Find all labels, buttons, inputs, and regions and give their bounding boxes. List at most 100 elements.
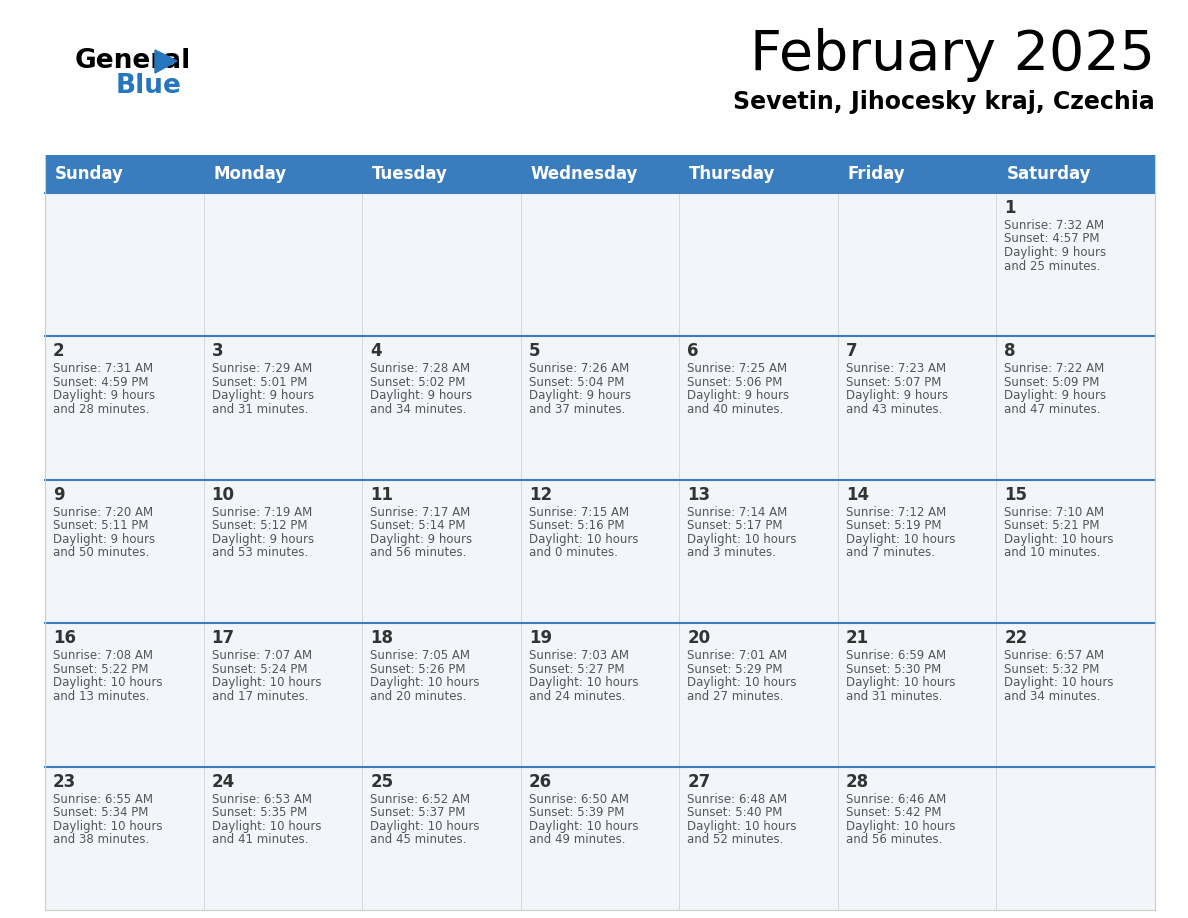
Text: and 37 minutes.: and 37 minutes. bbox=[529, 403, 625, 416]
Text: Sunrise: 7:26 AM: Sunrise: 7:26 AM bbox=[529, 363, 628, 375]
Text: 7: 7 bbox=[846, 342, 858, 361]
Text: Sunrise: 7:22 AM: Sunrise: 7:22 AM bbox=[1004, 363, 1105, 375]
Text: and 25 minutes.: and 25 minutes. bbox=[1004, 260, 1101, 273]
Bar bbox=[838, 767, 997, 910]
Text: Sunset: 5:42 PM: Sunset: 5:42 PM bbox=[846, 806, 941, 819]
Text: Daylight: 9 hours: Daylight: 9 hours bbox=[1004, 246, 1106, 259]
Polygon shape bbox=[154, 50, 177, 73]
Text: Sunset: 5:22 PM: Sunset: 5:22 PM bbox=[53, 663, 148, 676]
Text: and 13 minutes.: and 13 minutes. bbox=[53, 689, 150, 702]
Text: 2: 2 bbox=[53, 342, 64, 361]
Text: Sunrise: 7:20 AM: Sunrise: 7:20 AM bbox=[53, 506, 153, 519]
Text: Sunset: 5:29 PM: Sunset: 5:29 PM bbox=[688, 663, 783, 676]
Text: and 41 minutes.: and 41 minutes. bbox=[211, 834, 308, 846]
Text: and 3 minutes.: and 3 minutes. bbox=[688, 546, 776, 559]
Text: 16: 16 bbox=[53, 629, 76, 647]
Text: 4: 4 bbox=[371, 342, 381, 361]
Text: Daylight: 10 hours: Daylight: 10 hours bbox=[53, 677, 163, 689]
Text: Sunset: 5:09 PM: Sunset: 5:09 PM bbox=[1004, 375, 1100, 389]
Text: 12: 12 bbox=[529, 486, 552, 504]
Text: and 27 minutes.: and 27 minutes. bbox=[688, 689, 784, 702]
Bar bbox=[520, 767, 680, 910]
Text: Sunrise: 7:12 AM: Sunrise: 7:12 AM bbox=[846, 506, 946, 519]
Bar bbox=[203, 623, 362, 767]
Text: Sunset: 4:59 PM: Sunset: 4:59 PM bbox=[53, 375, 148, 389]
Text: Daylight: 10 hours: Daylight: 10 hours bbox=[846, 532, 955, 546]
Text: Daylight: 9 hours: Daylight: 9 hours bbox=[688, 389, 789, 402]
Text: Sunset: 5:40 PM: Sunset: 5:40 PM bbox=[688, 806, 783, 819]
Bar bbox=[203, 336, 362, 480]
Bar bbox=[680, 336, 838, 480]
Bar bbox=[520, 193, 680, 336]
Text: Sunrise: 7:28 AM: Sunrise: 7:28 AM bbox=[371, 363, 470, 375]
Bar bbox=[362, 767, 520, 910]
Text: Saturday: Saturday bbox=[1006, 165, 1091, 183]
Text: 19: 19 bbox=[529, 629, 552, 647]
Bar bbox=[838, 480, 997, 623]
Bar bbox=[45, 193, 203, 336]
Text: Sunrise: 6:46 AM: Sunrise: 6:46 AM bbox=[846, 792, 946, 806]
Bar bbox=[838, 623, 997, 767]
Text: Sunrise: 6:48 AM: Sunrise: 6:48 AM bbox=[688, 792, 788, 806]
Text: 11: 11 bbox=[371, 486, 393, 504]
Bar bbox=[45, 623, 203, 767]
Text: Daylight: 10 hours: Daylight: 10 hours bbox=[529, 820, 638, 833]
Text: and 49 minutes.: and 49 minutes. bbox=[529, 834, 625, 846]
Text: Sunset: 5:16 PM: Sunset: 5:16 PM bbox=[529, 520, 624, 532]
Bar bbox=[997, 336, 1155, 480]
Text: Tuesday: Tuesday bbox=[372, 165, 448, 183]
Text: Daylight: 10 hours: Daylight: 10 hours bbox=[211, 677, 321, 689]
Text: 14: 14 bbox=[846, 486, 868, 504]
Text: Sunrise: 7:25 AM: Sunrise: 7:25 AM bbox=[688, 363, 788, 375]
Text: Daylight: 9 hours: Daylight: 9 hours bbox=[53, 389, 156, 402]
Text: Daylight: 10 hours: Daylight: 10 hours bbox=[1004, 532, 1114, 546]
Text: and 31 minutes.: and 31 minutes. bbox=[846, 689, 942, 702]
Bar bbox=[45, 155, 1155, 193]
Bar bbox=[680, 767, 838, 910]
Text: General: General bbox=[75, 48, 191, 74]
Text: Sunrise: 6:52 AM: Sunrise: 6:52 AM bbox=[371, 792, 470, 806]
Text: Sunset: 5:24 PM: Sunset: 5:24 PM bbox=[211, 663, 307, 676]
Text: Daylight: 10 hours: Daylight: 10 hours bbox=[211, 820, 321, 833]
Text: 18: 18 bbox=[371, 629, 393, 647]
Text: Sunrise: 7:31 AM: Sunrise: 7:31 AM bbox=[53, 363, 153, 375]
Text: Sunset: 5:34 PM: Sunset: 5:34 PM bbox=[53, 806, 148, 819]
Text: Sunset: 5:35 PM: Sunset: 5:35 PM bbox=[211, 806, 307, 819]
Bar bbox=[997, 480, 1155, 623]
Text: Sunset: 5:01 PM: Sunset: 5:01 PM bbox=[211, 375, 307, 389]
Text: 13: 13 bbox=[688, 486, 710, 504]
Bar bbox=[45, 767, 203, 910]
Text: and 10 minutes.: and 10 minutes. bbox=[1004, 546, 1101, 559]
Bar bbox=[680, 193, 838, 336]
Text: 5: 5 bbox=[529, 342, 541, 361]
Text: 9: 9 bbox=[53, 486, 64, 504]
Text: 17: 17 bbox=[211, 629, 235, 647]
Text: and 43 minutes.: and 43 minutes. bbox=[846, 403, 942, 416]
Text: Sunrise: 7:07 AM: Sunrise: 7:07 AM bbox=[211, 649, 311, 662]
Text: 15: 15 bbox=[1004, 486, 1028, 504]
Text: 23: 23 bbox=[53, 773, 76, 790]
Text: Daylight: 9 hours: Daylight: 9 hours bbox=[846, 389, 948, 402]
Text: Daylight: 10 hours: Daylight: 10 hours bbox=[371, 820, 480, 833]
Text: February 2025: February 2025 bbox=[750, 28, 1155, 82]
Text: and 31 minutes.: and 31 minutes. bbox=[211, 403, 308, 416]
Text: Sunrise: 6:57 AM: Sunrise: 6:57 AM bbox=[1004, 649, 1105, 662]
Text: and 24 minutes.: and 24 minutes. bbox=[529, 689, 625, 702]
Text: Monday: Monday bbox=[214, 165, 286, 183]
Text: Sevetin, Jihocesky kraj, Czechia: Sevetin, Jihocesky kraj, Czechia bbox=[733, 90, 1155, 114]
Text: and 0 minutes.: and 0 minutes. bbox=[529, 546, 618, 559]
Text: 1: 1 bbox=[1004, 199, 1016, 217]
Text: Sunset: 5:11 PM: Sunset: 5:11 PM bbox=[53, 520, 148, 532]
Text: Daylight: 10 hours: Daylight: 10 hours bbox=[529, 532, 638, 546]
Text: Sunset: 4:57 PM: Sunset: 4:57 PM bbox=[1004, 232, 1100, 245]
Bar bbox=[45, 336, 203, 480]
Bar bbox=[997, 193, 1155, 336]
Text: Sunday: Sunday bbox=[55, 165, 124, 183]
Text: 20: 20 bbox=[688, 629, 710, 647]
Text: Sunrise: 7:15 AM: Sunrise: 7:15 AM bbox=[529, 506, 628, 519]
Text: and 28 minutes.: and 28 minutes. bbox=[53, 403, 150, 416]
Text: 22: 22 bbox=[1004, 629, 1028, 647]
Text: Sunset: 5:17 PM: Sunset: 5:17 PM bbox=[688, 520, 783, 532]
Text: 25: 25 bbox=[371, 773, 393, 790]
Text: Sunrise: 6:50 AM: Sunrise: 6:50 AM bbox=[529, 792, 628, 806]
